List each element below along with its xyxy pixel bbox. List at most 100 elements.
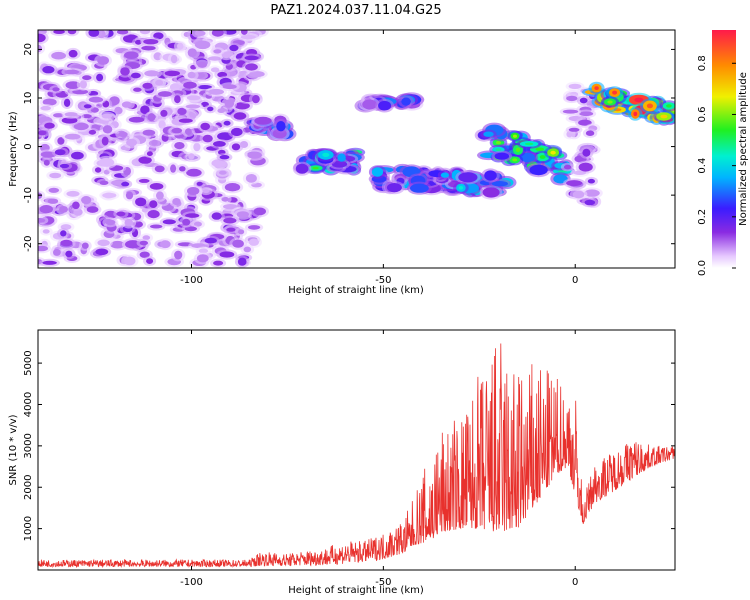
heatmap-cell xyxy=(47,198,59,204)
heatmap-cell xyxy=(64,133,81,140)
heatmap-cell xyxy=(40,105,51,111)
heatmap-cell xyxy=(42,66,55,74)
heatmap-cell xyxy=(236,211,249,218)
heatmap-cell xyxy=(219,251,235,258)
heatmap-cell xyxy=(579,97,588,104)
heatmap-cell xyxy=(207,56,222,61)
heatmap-cell xyxy=(401,97,411,106)
heatmap-cell xyxy=(124,51,139,59)
heatmap-cell xyxy=(578,162,593,172)
heatmap-cell xyxy=(224,99,235,108)
heatmap-cell xyxy=(149,183,164,190)
colorbar: 0.0 0.2 0.4 0.6 0.8 Normalized spectral ampl… xyxy=(697,30,749,276)
heatmap-cell xyxy=(65,250,73,258)
heatmap-cell xyxy=(222,84,237,90)
heatmap-cell xyxy=(133,87,142,92)
heatmap-cell xyxy=(179,166,186,172)
heatmap-cell xyxy=(223,204,238,210)
heatmap-cell xyxy=(177,42,184,50)
heatmap-cell xyxy=(371,167,384,177)
heatmap-cell xyxy=(568,127,580,132)
heatmap-cell xyxy=(44,122,55,129)
heatmap-cell xyxy=(223,217,237,224)
heatmap-cell xyxy=(81,196,92,205)
heatmap-core xyxy=(607,100,613,104)
heatmap-cell xyxy=(174,95,181,104)
heatmap-core xyxy=(512,158,518,162)
heatmap-cell xyxy=(66,190,80,197)
heatmap-core xyxy=(495,140,502,145)
x-tick-label: -100 xyxy=(180,275,203,286)
heatmap-cell xyxy=(54,149,66,156)
heatmap-cell xyxy=(483,131,494,137)
heatmap-region xyxy=(474,122,576,186)
heatmap-cell xyxy=(135,39,142,45)
heatmap-core xyxy=(515,147,521,153)
heatmap-cell xyxy=(188,153,195,160)
heatmap-cell xyxy=(110,240,125,249)
heatmap-cell xyxy=(219,155,230,160)
heatmap-cell xyxy=(208,88,225,95)
heatmap-cell xyxy=(141,45,156,51)
heatmap-cell xyxy=(194,40,211,50)
heatmap-cell xyxy=(63,98,71,108)
heatmap-cell xyxy=(38,33,46,43)
heatmap-cell xyxy=(125,240,141,249)
heatmap-cell xyxy=(213,141,226,147)
heatmap-core xyxy=(312,166,319,170)
colorbar-tick-label: 0.0 xyxy=(697,260,708,276)
heatmap-cell xyxy=(587,178,596,184)
heatmap-cell xyxy=(568,83,582,89)
heatmap-cell xyxy=(213,49,222,54)
heatmap-cell xyxy=(170,54,178,64)
heatmap-cell xyxy=(184,226,197,232)
heatmap-cell xyxy=(245,63,258,71)
heatmap-core xyxy=(524,142,534,146)
heatmap-cell xyxy=(125,191,134,200)
heatmap-cell xyxy=(584,189,600,197)
colorbar-tick-label: 0.8 xyxy=(697,55,708,71)
heatmap-cell xyxy=(118,131,128,137)
heatmap-cell xyxy=(519,152,536,163)
heatmap-core xyxy=(633,111,638,117)
heatmap-cell xyxy=(248,225,261,230)
y-tick-label: 10 xyxy=(23,92,34,105)
heatmap-cell xyxy=(124,218,134,227)
heatmap-cell xyxy=(38,44,43,53)
y-tick-label: 5000 xyxy=(23,350,34,375)
y-tick-label: 1000 xyxy=(23,516,34,541)
snr-xlabel: Height of straight line (km) xyxy=(288,585,424,596)
heatmap-cell xyxy=(386,183,402,193)
heatmap-cell xyxy=(73,122,89,131)
y-tick-label: 20 xyxy=(23,43,34,56)
heatmap-cell xyxy=(362,99,377,110)
figure-title: PAZ1.2024.037.11.04.G25 xyxy=(270,3,441,18)
heatmap-cell xyxy=(183,81,197,89)
heatmap-cell xyxy=(223,120,231,126)
heatmap-cell xyxy=(102,125,113,134)
heatmap-cell xyxy=(144,70,160,77)
heatmap-cell xyxy=(410,183,429,193)
heatmap-cell xyxy=(71,151,84,160)
heatmap-cell xyxy=(146,258,154,264)
heatmap-cell xyxy=(128,116,145,123)
heatmap-cell xyxy=(160,109,168,117)
heatmap-cell xyxy=(244,55,259,61)
heatmap-cell xyxy=(484,170,497,181)
heatmap-cell xyxy=(578,119,592,126)
heatmap-cell xyxy=(138,178,150,183)
heatmap-cell xyxy=(38,245,48,252)
heatmap-cell xyxy=(237,257,247,266)
heatmap-cell xyxy=(67,30,77,35)
heatmap-cell xyxy=(202,189,210,194)
heatmap-cell xyxy=(48,187,60,193)
colorbar-tick-label: 0.6 xyxy=(697,106,708,122)
spectrogram-ylabel: Frequency (Hz) xyxy=(8,111,19,187)
heatmap-cell xyxy=(207,106,214,112)
heatmap-cell xyxy=(174,250,183,260)
heatmap-cell xyxy=(52,87,60,92)
snr-ylabel: SNR (10 * v/v) xyxy=(8,414,19,485)
heatmap-cell xyxy=(38,130,47,136)
